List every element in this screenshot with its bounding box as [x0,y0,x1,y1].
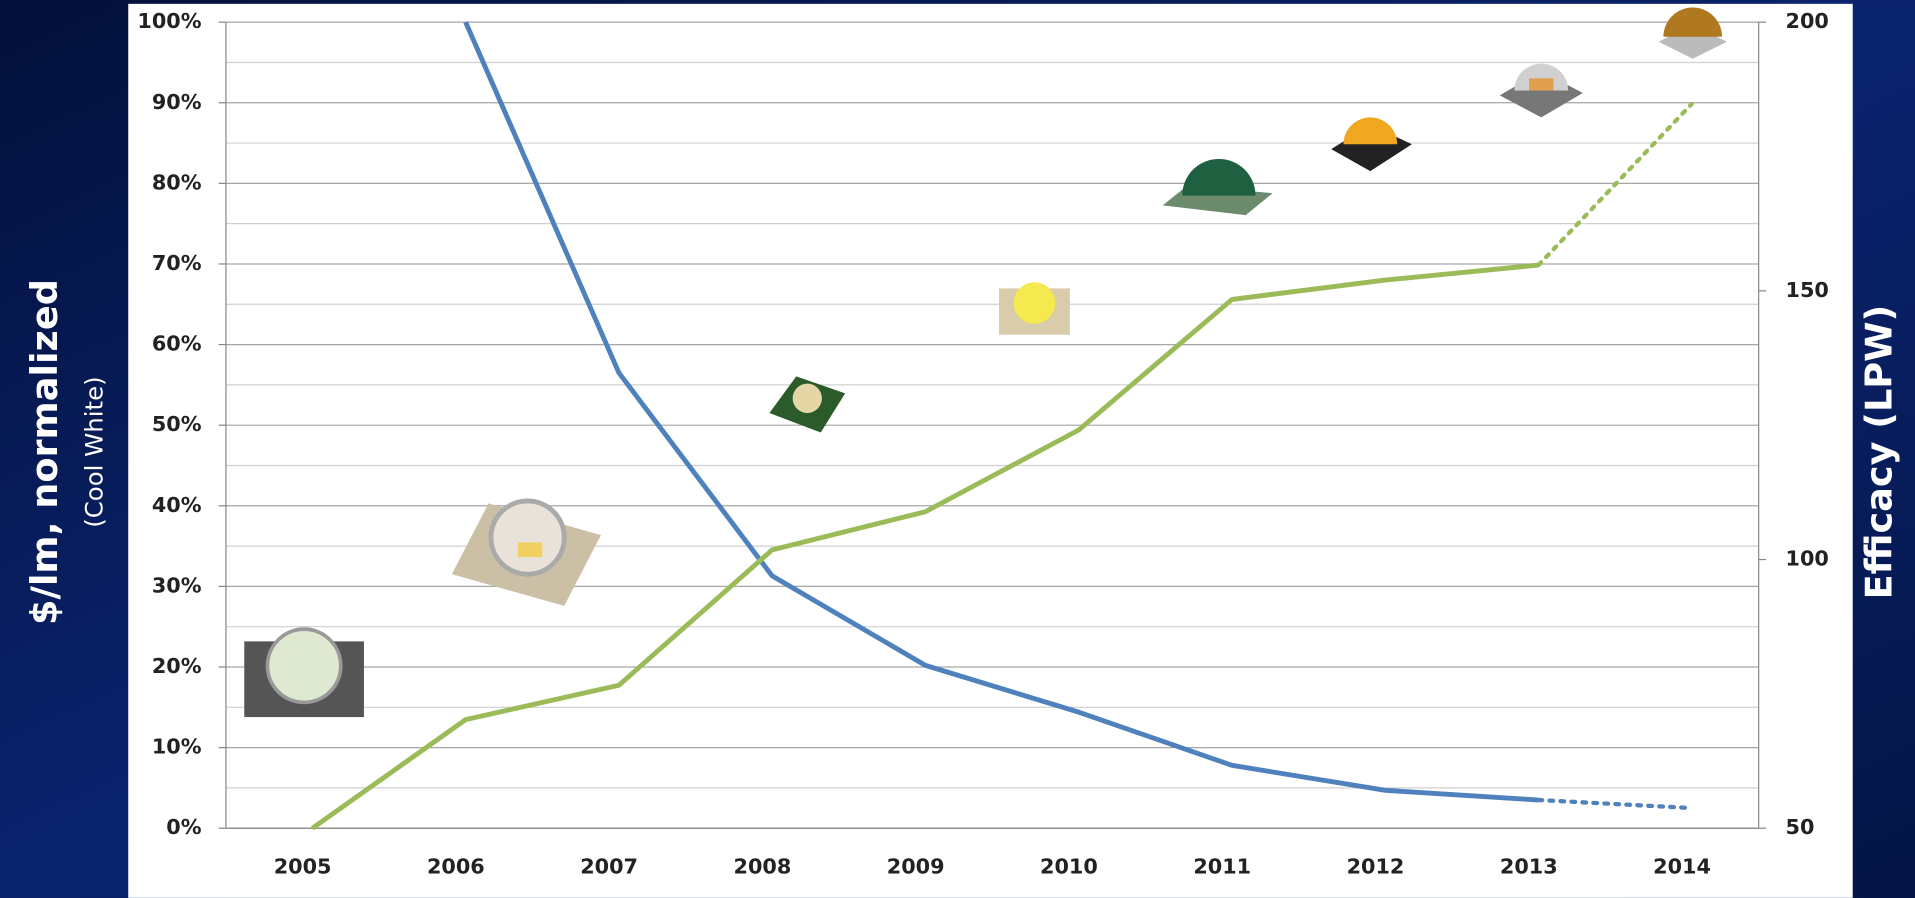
x-tick-label: 2013 [1500,854,1558,878]
plot: 0% 10% 20% 30% 40% 50% 60% 70% 80% 90% 100% 50 100 15… [137,9,1828,878]
y-tick-label: 30% [152,573,202,597]
led-icon [1499,63,1583,118]
x-tick-label: 2005 [274,854,332,878]
x-tick-label: 2012 [1347,854,1405,878]
x-tick-label: 2007 [580,854,638,878]
x-tick-label: 2008 [734,854,792,878]
y-axis-subtitle: (Cool White) [79,376,108,527]
y2-tick-label: 200 [1786,9,1829,33]
y-tick-label: 20% [152,654,202,678]
y2-axis-title: Efficacy (LPW) [1857,305,1900,600]
x-tick-label: 2011 [1193,854,1251,878]
led-icon [1331,117,1412,172]
series-line [1536,101,1694,268]
y-tick-label: 50% [152,412,202,436]
x-tick-label: 2014 [1653,854,1711,878]
y-tick-label: 40% [152,493,202,517]
y-tick-label: 100% [137,9,201,33]
led-icon [1162,158,1273,216]
x-tick-label: 2006 [427,854,485,878]
led-icon [244,627,364,718]
y-tick-label: 80% [152,170,202,194]
led-icon [999,282,1070,335]
series-line [310,262,1539,831]
plot-background [128,3,1853,898]
y-axis-title: $/lm, normalized [23,279,66,625]
y2-tick-label: 150 [1786,278,1829,302]
series-line [1536,797,1694,811]
led-icon [769,376,846,433]
series-line [463,21,1539,803]
x-tick-label: 2010 [1040,854,1098,878]
y-tick-label: 60% [152,332,202,356]
led-icon [451,498,601,606]
y-tick-label: 90% [152,90,202,114]
y-tick-label: 70% [152,251,202,275]
y-tick-label: 0% [166,815,201,839]
led-icon [1658,7,1727,59]
x-tick-label: 2009 [887,854,945,878]
y2-tick-label: 50 [1786,815,1815,839]
led-icons [244,7,1727,718]
y-tick-label: 10% [152,735,202,759]
y2-tick-label: 100 [1786,547,1829,571]
